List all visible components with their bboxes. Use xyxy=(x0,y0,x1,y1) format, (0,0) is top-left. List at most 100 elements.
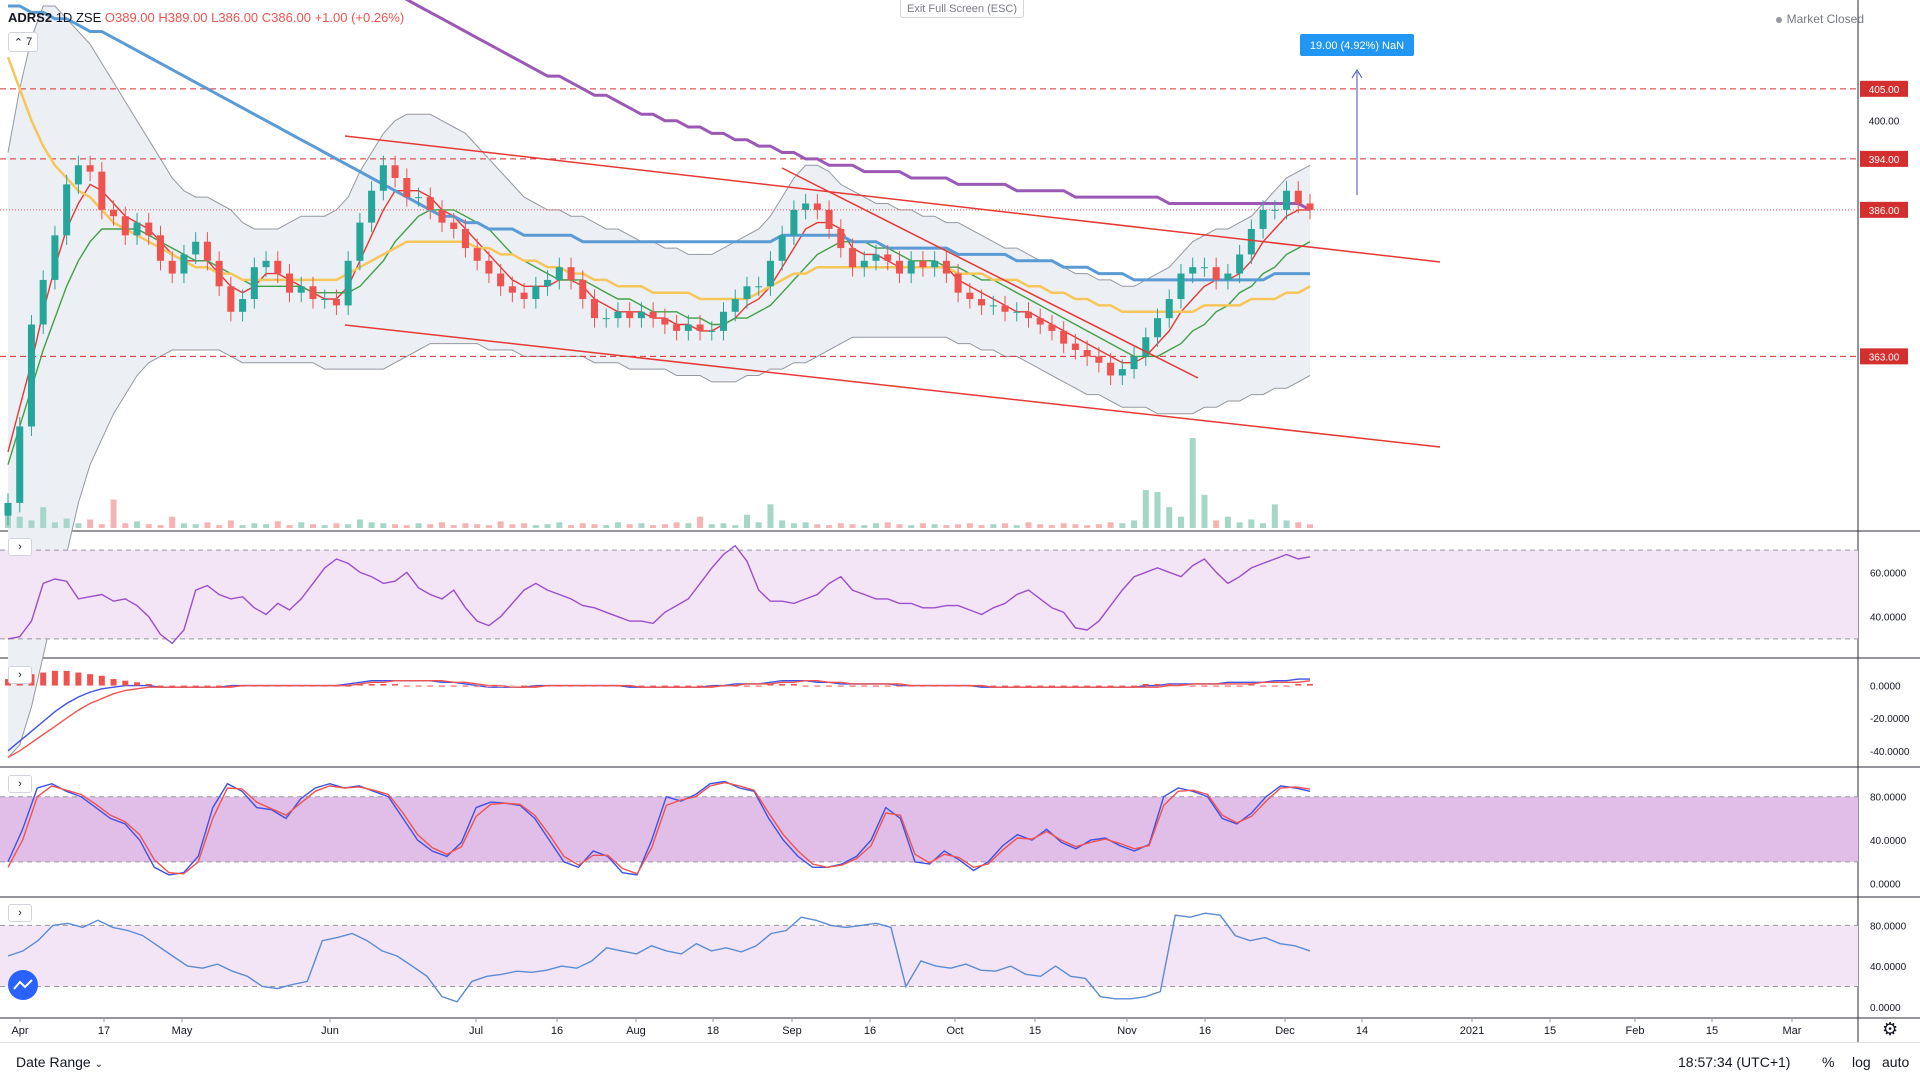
rsi-pane-toggle[interactable]: › xyxy=(8,538,32,556)
auto-scale-button[interactable]: auto xyxy=(1882,1054,1910,1070)
candle-body xyxy=(438,209,446,223)
macd-histogram-bar xyxy=(896,685,903,687)
macd-histogram-bar xyxy=(790,683,797,686)
candle-body xyxy=(1271,209,1279,211)
macd-histogram-bar xyxy=(356,683,363,686)
macd-histogram-bar xyxy=(919,685,926,687)
volume-bar xyxy=(556,522,563,528)
percent-scale-button[interactable]: % xyxy=(1822,1054,1835,1070)
clock[interactable]: 18:57:34 (UTC+1) xyxy=(1678,1054,1791,1070)
price-label-box xyxy=(1860,80,1908,97)
candle-body xyxy=(708,330,716,332)
candle-body xyxy=(133,222,141,236)
candle-body xyxy=(895,260,903,274)
macd-histogram-bar xyxy=(614,685,621,687)
candle-body xyxy=(98,171,106,210)
macd-histogram-bar xyxy=(1037,685,1044,687)
time-axis-label: May xyxy=(172,1025,193,1037)
macd-histogram-bar xyxy=(51,670,58,686)
macd-histogram-bar xyxy=(1224,685,1231,687)
candle-body xyxy=(555,267,563,280)
candle-body xyxy=(1013,311,1021,313)
candle-body xyxy=(1083,350,1091,357)
macd-histogram-bar xyxy=(216,685,223,687)
symbol-legend[interactable]: ADRS2 1D ZSE O389.00 H389.00 L386.00 C38… xyxy=(8,10,404,25)
macd-histogram-bar xyxy=(462,685,469,687)
candle-body xyxy=(790,209,798,236)
volume-bar xyxy=(145,524,152,528)
macd-histogram-bar xyxy=(814,685,821,687)
macd-histogram-bar xyxy=(40,672,47,686)
volume-bar xyxy=(755,522,762,528)
volume-bar xyxy=(1095,524,1102,528)
volume-bar xyxy=(826,525,833,528)
exit-fullscreen-button[interactable]: Exit Full Screen (ESC) xyxy=(900,0,1025,18)
stoch-pane-toggle[interactable]: › xyxy=(8,775,32,793)
indicators-collapse-button[interactable]: ⌃ 7 xyxy=(8,32,38,52)
macd-histogram-bar xyxy=(1166,683,1173,686)
candle-body xyxy=(1036,318,1044,325)
macd-pane-toggle[interactable]: › xyxy=(8,666,32,684)
volume-bar xyxy=(814,524,821,528)
moving-average-line xyxy=(7,183,1310,453)
macd-histogram-bar xyxy=(1025,685,1032,687)
candle-body xyxy=(1142,337,1150,357)
macd-histogram-bar xyxy=(802,685,809,687)
macd-histogram-bar xyxy=(720,685,727,687)
volume-bar xyxy=(1166,507,1173,528)
indicator-band-fill xyxy=(0,925,1858,987)
candle-body xyxy=(696,324,704,331)
gear-icon[interactable]: ⚙ xyxy=(1882,1019,1899,1039)
macd-histogram-bar xyxy=(638,685,645,687)
macd-histogram-bar xyxy=(98,675,105,686)
candle-body xyxy=(156,235,165,261)
candle-body xyxy=(415,197,423,199)
candle-body xyxy=(51,235,59,280)
candle-body xyxy=(837,228,845,249)
volume-bar xyxy=(1271,504,1278,528)
volume-bar xyxy=(63,518,70,528)
macd-histogram-bar xyxy=(239,685,246,687)
macd-histogram-bar xyxy=(955,685,962,687)
candle-body xyxy=(626,311,634,319)
log-scale-button[interactable]: log xyxy=(1852,1054,1871,1070)
volume-bar xyxy=(779,520,786,528)
candle-body xyxy=(309,286,317,300)
volume-bar xyxy=(309,524,316,528)
tradingview-logo-icon[interactable] xyxy=(8,970,38,1000)
indicator-axis-label: 40.0000 xyxy=(1870,836,1907,847)
trendline-channel-upper xyxy=(344,135,1441,263)
candle-body xyxy=(63,184,71,236)
trendline-descending xyxy=(781,167,1199,379)
macd-histogram-bar xyxy=(755,685,762,687)
stochrsi-pane-toggle[interactable]: › xyxy=(8,904,32,922)
macd-histogram-bar xyxy=(204,685,211,687)
candle-body xyxy=(297,286,305,293)
volume-bar xyxy=(368,522,375,528)
legend-symbol[interactable]: ADRS2 xyxy=(8,10,53,25)
macd-histogram-bar xyxy=(708,685,715,687)
candle-body xyxy=(731,299,739,312)
candle-body xyxy=(907,260,915,274)
volume-bar xyxy=(1177,516,1184,528)
candle-body xyxy=(978,299,986,306)
macd-histogram-bar xyxy=(1154,683,1161,686)
volume-bar xyxy=(802,522,809,528)
macd-histogram-bar xyxy=(532,685,539,687)
macd-histogram-bar xyxy=(1095,685,1102,687)
volume-bar xyxy=(227,520,234,528)
legend-interval: 1D xyxy=(55,10,73,25)
macd-histogram-bar xyxy=(274,685,281,687)
macd-histogram-bar xyxy=(227,685,234,687)
macd-histogram-bar xyxy=(1060,685,1067,687)
volume-bar xyxy=(638,523,645,528)
date-range-button[interactable]: Date Range ⌄ xyxy=(16,1054,103,1070)
time-axis-label: Jun xyxy=(321,1025,339,1037)
bollinger-lower-line xyxy=(7,336,1311,759)
candle-body xyxy=(485,260,493,274)
macd-histogram-bar xyxy=(1295,683,1302,686)
macd-histogram-bar xyxy=(943,685,950,687)
volume-bar xyxy=(966,523,973,528)
macd-histogram-bar xyxy=(544,685,551,687)
